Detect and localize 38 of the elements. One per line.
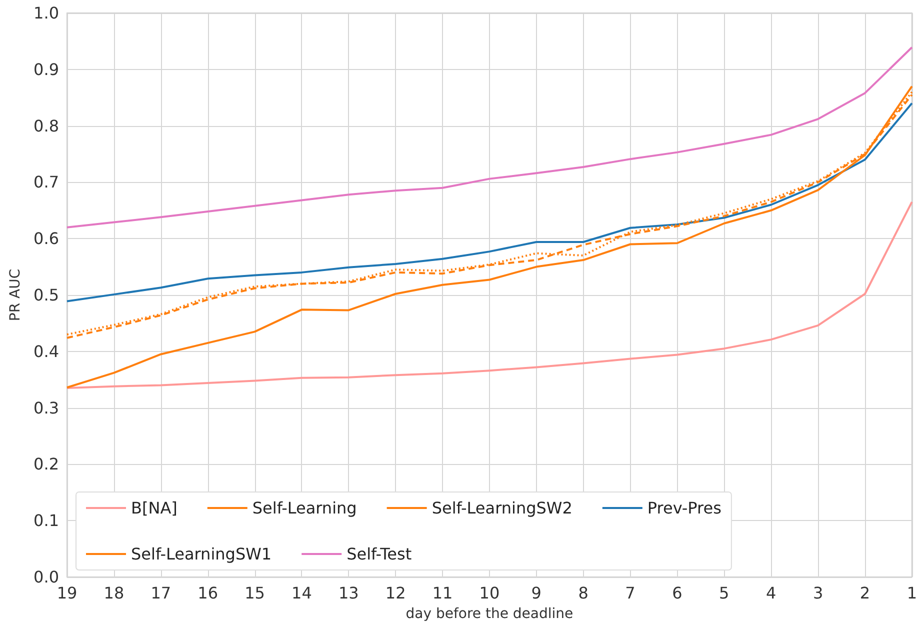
y-tick-label: 0.8 [34, 116, 59, 136]
legend-label: Self-Test [346, 544, 412, 564]
y-axis-title: PR AUC [8, 268, 24, 322]
x-tick-label: 17 [150, 584, 172, 602]
y-tick-label: 0.3 [34, 398, 59, 418]
legend-label: Self-LearningSW1 [131, 544, 272, 564]
x-tick-label: 12 [385, 584, 406, 602]
x-tick-label: 7 [625, 584, 636, 602]
x-tick-label: 14 [292, 584, 312, 602]
x-axis-title: day before the deadline [406, 606, 574, 622]
x-tick-label: 15 [244, 584, 265, 602]
y-tick-label: 0.9 [34, 60, 59, 79]
x-tick-label: 1 [906, 584, 918, 602]
legend-label: B[NA] [131, 498, 178, 518]
y-tick-label: 0.6 [34, 229, 59, 248]
y-tick-label: 0.1 [34, 511, 59, 530]
y-tick-label: 0.0 [34, 568, 59, 586]
x-tick-label: 4 [766, 584, 776, 602]
x-tick-label: 10 [479, 584, 500, 602]
x-tick-label: 18 [104, 584, 124, 602]
x-tick-label: 11 [432, 584, 453, 602]
y-tick-label: 0.5 [34, 286, 59, 304]
y-tick-label: 0.7 [34, 172, 59, 192]
x-tick-label: 8 [578, 584, 588, 602]
x-tick-label: 13 [338, 584, 359, 602]
legend-label: Prev-Pres [647, 498, 722, 518]
y-tick-label: 0.2 [34, 454, 59, 474]
y-tick-label: 0.4 [34, 342, 59, 361]
x-tick-label: 6 [672, 584, 682, 602]
legend-label: Self-LearningSW2 [432, 498, 572, 518]
x-tick-label: 3 [812, 584, 824, 602]
legend-label: Self-Learning [252, 498, 357, 518]
x-tick-label: 16 [198, 584, 218, 602]
x-tick-label: 2 [860, 584, 870, 602]
y-tick-label: 1.0 [34, 4, 59, 22]
x-tick-label: 9 [531, 584, 542, 602]
x-tick-label: 19 [56, 584, 78, 602]
x-tick-label: 5 [719, 584, 730, 602]
